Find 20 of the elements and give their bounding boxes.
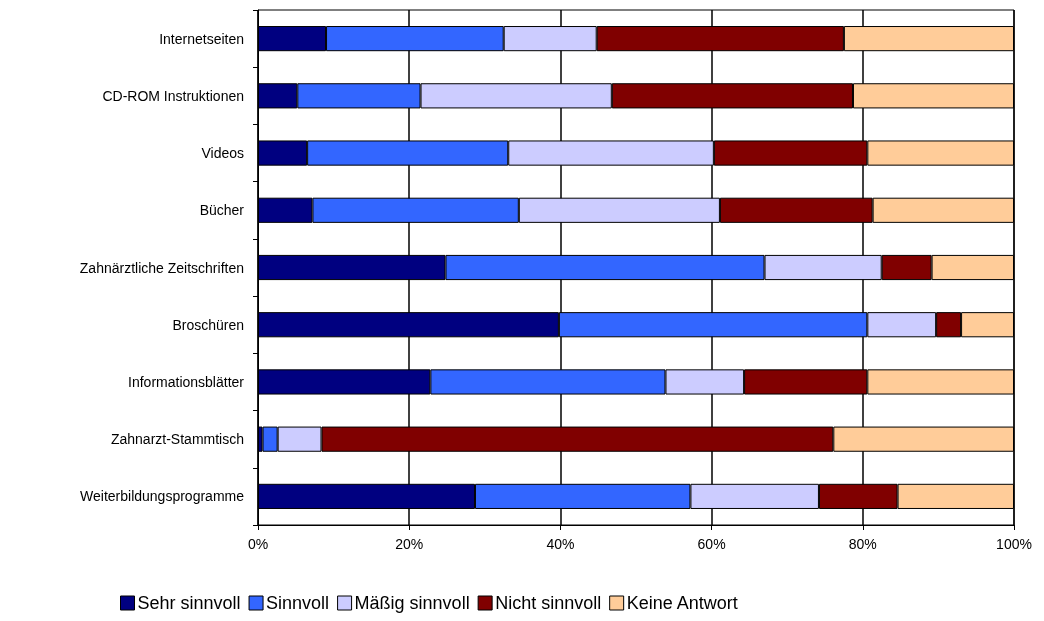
legend-label: Keine Antwort bbox=[626, 593, 738, 613]
y-tick-label: Videos bbox=[201, 145, 244, 162]
y-tick-label: Informationsblätter bbox=[128, 373, 245, 390]
x-tick-label: 40% bbox=[546, 536, 575, 552]
y-tick-label: Broschüren bbox=[172, 316, 244, 333]
y-tick-label: Zahnarzt-Stammtisch bbox=[110, 431, 244, 448]
y-tick-label: Weiterbildungsprogramme bbox=[80, 488, 245, 505]
y-tick-label: Internetseiten bbox=[159, 30, 244, 47]
y-tick-label: CD-ROM Instruktionen bbox=[102, 87, 244, 104]
x-tick-label: 0% bbox=[247, 536, 269, 552]
y-tick-label: Bücher bbox=[199, 202, 245, 219]
legend-label: Sehr sinnvoll bbox=[137, 593, 241, 613]
y-tick-label: Zahnärztliche Zeitschriften bbox=[79, 259, 244, 276]
legend-label: Nicht sinnvoll bbox=[495, 593, 602, 613]
x-tick-label: 20% bbox=[395, 536, 424, 552]
legend-label: Sinnvoll bbox=[266, 593, 330, 613]
x-tick-label: 60% bbox=[697, 536, 726, 552]
x-tick-label: 80% bbox=[848, 536, 877, 552]
legend-label: Mäßig sinnvoll bbox=[354, 593, 470, 613]
x-tick-label: 100% bbox=[996, 536, 1032, 552]
